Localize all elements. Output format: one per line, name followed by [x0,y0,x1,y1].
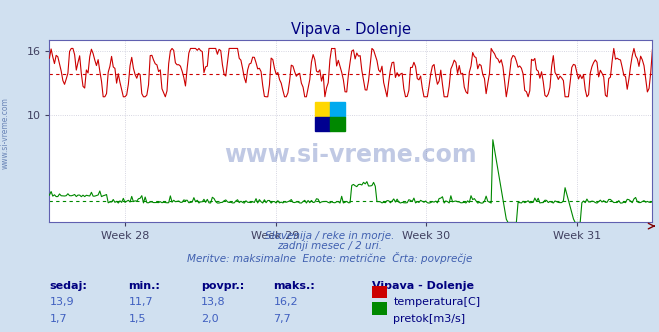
Text: temperatura[C]: temperatura[C] [393,297,480,307]
Text: pretok[m3/s]: pretok[m3/s] [393,314,465,324]
Text: 2,0: 2,0 [201,314,219,324]
Text: min.:: min.: [129,281,160,290]
Bar [330,102,345,117]
Text: 1,7: 1,7 [49,314,67,324]
Text: maks.:: maks.: [273,281,315,290]
Text: 16,2: 16,2 [273,297,298,307]
Bar [315,102,330,117]
Text: povpr.:: povpr.: [201,281,244,290]
Bar [330,117,345,131]
Text: 1,5: 1,5 [129,314,146,324]
Text: www.si-vreme.com: www.si-vreme.com [1,97,10,169]
Text: zadnji mesec / 2 uri.: zadnji mesec / 2 uri. [277,241,382,251]
Text: Slovenija / reke in morje.: Slovenija / reke in morje. [265,231,394,241]
Bar [315,117,330,131]
Title: Vipava - Dolenje: Vipava - Dolenje [291,22,411,37]
Text: Vipava - Dolenje: Vipava - Dolenje [372,281,474,290]
Text: 13,8: 13,8 [201,297,225,307]
Text: 11,7: 11,7 [129,297,153,307]
Text: 13,9: 13,9 [49,297,74,307]
Text: www.si-vreme.com: www.si-vreme.com [225,143,477,167]
Text: 7,7: 7,7 [273,314,291,324]
Text: Meritve: maksimalne  Enote: metrične  Črta: povprečje: Meritve: maksimalne Enote: metrične Črta… [186,252,473,264]
Text: sedaj:: sedaj: [49,281,87,290]
